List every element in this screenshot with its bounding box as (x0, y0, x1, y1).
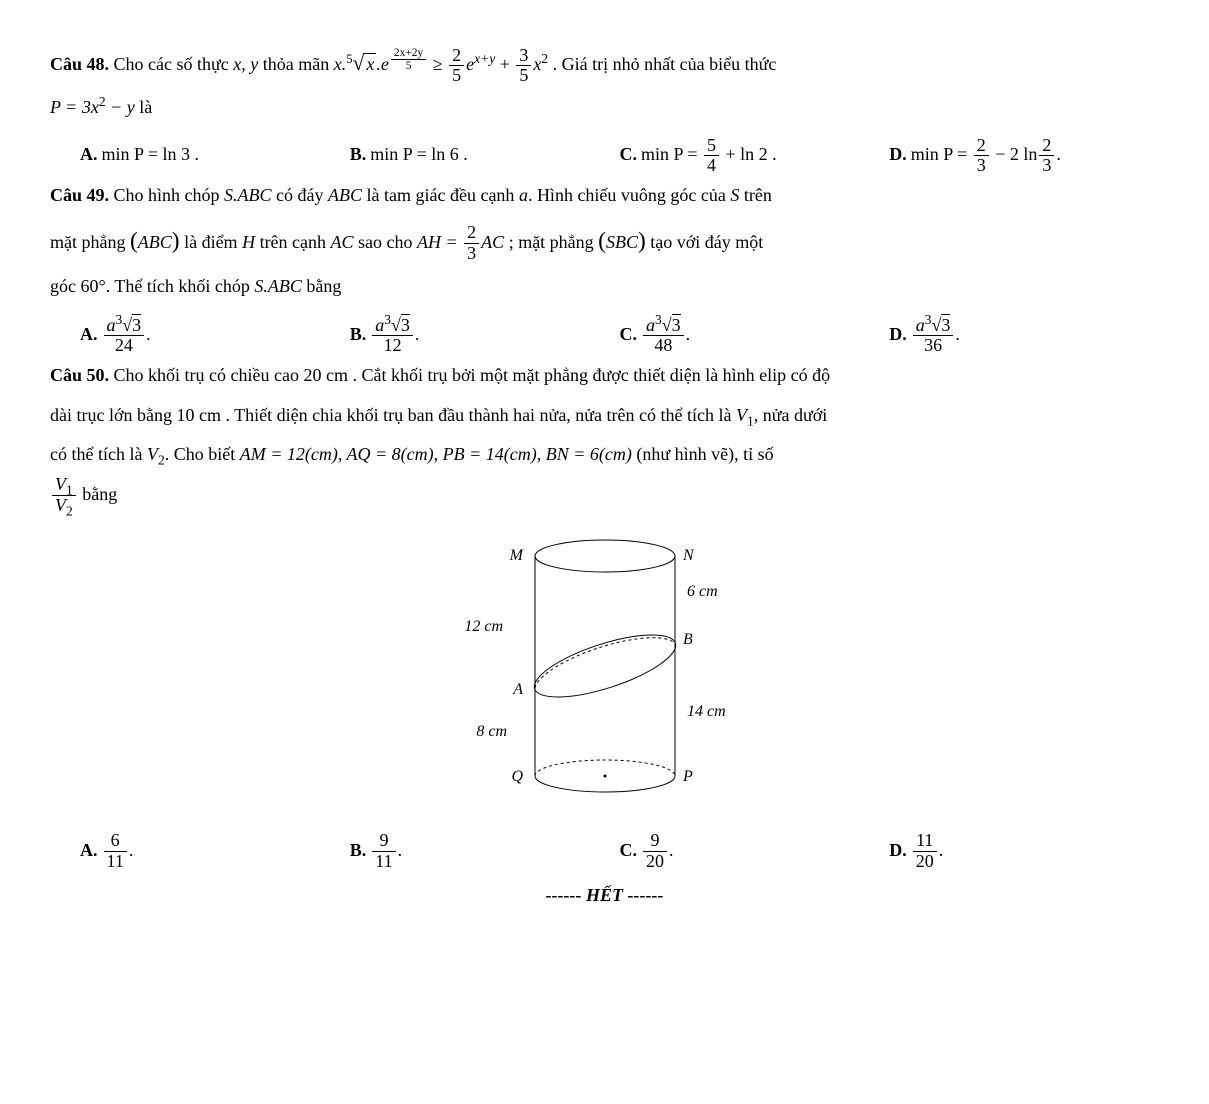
label-6cm: 6 cm (687, 583, 718, 600)
q48-root-body: x (366, 54, 374, 74)
q48-opt-b[interactable]: B.min P = ln 6 . (350, 135, 620, 176)
q48-ge: ≥ (433, 54, 447, 74)
q48-opt-a[interactable]: A.min P = ln 3 . (80, 135, 350, 176)
q48-e: e (466, 54, 474, 74)
q48-lhs-b: .e (376, 54, 389, 74)
q49-options: A.a3√324. B.a3√312. C.a3√348. D.a3√336. (80, 315, 1159, 356)
q48-vars: x, y (233, 54, 258, 74)
q48-P: P = 3x (50, 97, 99, 117)
q48-opt-d[interactable]: D.min P = 23 − 2 ln23. (889, 135, 1159, 176)
label-N: N (682, 547, 695, 564)
q48-Pexp: 2 (99, 94, 106, 109)
end-marker: ------ HẾT ------ (50, 876, 1159, 916)
label-12cm: 12 cm (464, 618, 503, 635)
q50-options: A.611. B.911. C.920. D.1120. (80, 831, 1159, 872)
q50-opt-b[interactable]: B.911. (350, 831, 620, 872)
q48-expnum: 2x+2y (391, 47, 426, 61)
q49-opt-a[interactable]: A.a3√324. (80, 315, 350, 356)
q49-opt-d[interactable]: D.a3√336. (889, 315, 1159, 356)
q50-opt-c[interactable]: C.920. (620, 831, 890, 872)
label-M: M (508, 547, 524, 564)
q48-f2n: 3 (516, 46, 531, 67)
q48-Py: − y (106, 97, 135, 117)
q48-x2: 2 (541, 51, 548, 66)
label-B: B (683, 631, 693, 648)
q48-expden: 5 (391, 60, 426, 73)
q48-text-1: Cho các số thực (109, 54, 233, 74)
q48-text-3: . Giá trị nhỏ nhất của biểu thức (553, 54, 777, 74)
label-P: P (682, 768, 693, 785)
q50-opt-a[interactable]: A.611. (80, 831, 350, 872)
q48-plus: + (495, 54, 514, 74)
question-48: Câu 48. Cho các số thực x, y thỏa mãn x.… (50, 40, 1159, 127)
q49-label: Câu 49. (50, 185, 109, 205)
q48-text-2: thỏa mãn (258, 54, 333, 74)
q48-inequality: x.5√x.e2x+2y5 ≥ 25ex+y + 35x2 (334, 54, 553, 74)
q48-f2d: 5 (516, 66, 531, 86)
q48-label: Câu 48. (50, 54, 109, 74)
q49-opt-c[interactable]: C.a3√348. (620, 315, 890, 356)
q50-label: Câu 50. (50, 365, 109, 385)
q48-lhs-a: x. (334, 54, 347, 74)
label-8cm: 8 cm (476, 723, 507, 740)
q49-opt-b[interactable]: B.a3√312. (350, 315, 620, 356)
q48-opt-c[interactable]: C.min P = 54 + ln 2 . (620, 135, 890, 176)
label-A: A (512, 681, 523, 698)
q50-opt-d[interactable]: D.1120. (889, 831, 1159, 872)
q48-f1n: 2 (449, 46, 464, 67)
question-50: Câu 50. Cho khối trụ có chiều cao 20 cm … (50, 356, 1159, 516)
q48-f1d: 5 (449, 66, 464, 86)
label-Q: Q (511, 768, 523, 785)
q48-la: là (139, 97, 152, 117)
cylinder-diagram: M N A B Q P 12 cm 8 cm 6 cm 14 cm (50, 526, 1159, 821)
q48-options: A.min P = ln 3 . B.min P = ln 6 . C.min … (80, 135, 1159, 176)
q48-line2: P = 3x2 − y (50, 97, 139, 117)
q48-e1: x+y (474, 51, 495, 66)
question-49: Câu 49. Cho hình chóp S.ABC có đáy ABC l… (50, 176, 1159, 307)
label-14cm: 14 cm (687, 703, 726, 720)
